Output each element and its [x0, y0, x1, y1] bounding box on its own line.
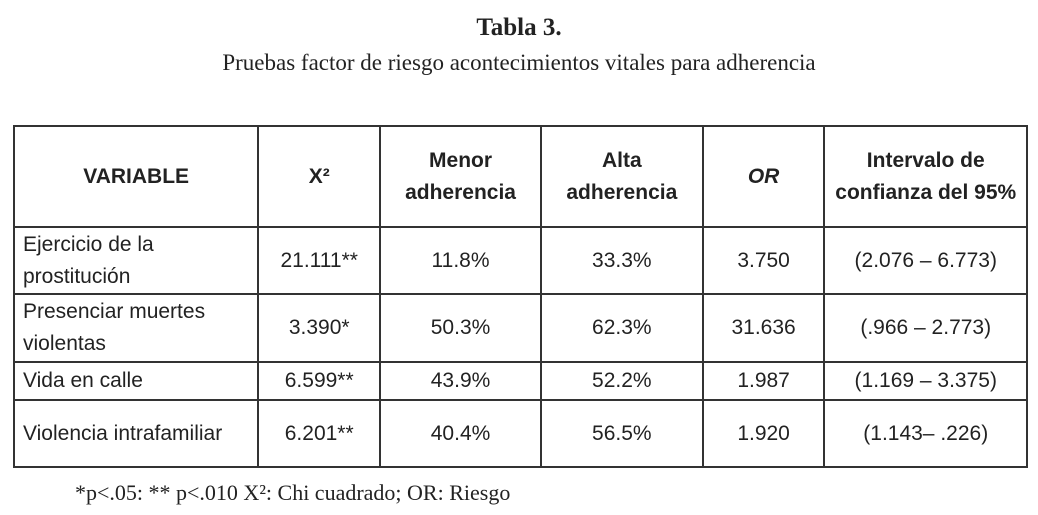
table-row: Ejercicio de la prostitución 21.111** 11.8…: [12, 226, 1028, 295]
table-cell: 3.390*: [257, 293, 382, 363]
table-cell: 62.3%: [539, 293, 704, 363]
header-cell: Menor adherencia: [379, 125, 542, 228]
table-cell: Presenciar muertes violentas: [12, 293, 260, 363]
subtitle: Pruebas factor de riesgo acontecimientos…: [222, 50, 816, 75]
table-cell: 40.4%: [379, 399, 542, 468]
title: Tabla 3.: [476, 14, 562, 41]
header-cell: Alta adherencia: [539, 125, 704, 228]
table-cell: Ejercicio de la prostitución: [12, 226, 260, 295]
table-body: Ejercicio de la prostitución 21.111** 11.8…: [12, 226, 1028, 468]
table-cell: (2.076 – 6.773): [823, 226, 1028, 295]
table-cell: Violencia intrafamiliar: [12, 399, 260, 468]
table-cell: (1.169 – 3.375): [823, 361, 1028, 401]
table-cell: 52.2%: [539, 361, 704, 401]
table-cell: 33.3%: [539, 226, 704, 295]
table-cell: 3.750: [701, 226, 826, 295]
table-cell: 56.5%: [539, 399, 704, 468]
table-cell: 43.9%: [379, 361, 542, 401]
table-cell: 31.636: [701, 293, 826, 363]
table-row: Violencia intrafamiliar 6.201** 40.4% 56.5%…: [12, 399, 1028, 468]
table-cell: 6.201**: [257, 399, 382, 468]
header-row: VARIABLE X² Menor adherencia Alta adherenci…: [12, 125, 1028, 228]
table-row: Presenciar muertes violentas 3.390* 50.3% 6…: [12, 293, 1028, 363]
table-cell: 6.599**: [257, 361, 382, 401]
header-cell: X²: [257, 125, 382, 228]
footnote: *p<.05: ** p<.010 X²: Chi cuadrado; OR: …: [75, 480, 511, 505]
table-cell: (1.143– .226): [823, 399, 1028, 468]
table-cell: 1.987: [701, 361, 826, 401]
table: VARIABLE X² Menor adherencia Alta adherenci…: [12, 125, 1028, 468]
header-cell: Intervalo de confianza del 95%: [823, 125, 1028, 228]
table-row: Vida en calle 6.599** 43.9% 52.2% 1.987 (1.16…: [12, 361, 1028, 401]
table-cell: Vida en calle: [12, 361, 260, 401]
table-cell: 50.3%: [379, 293, 542, 363]
table-cell: 21.111**: [257, 226, 382, 295]
table-cell: (.966 – 2.773): [823, 293, 1028, 363]
table-cell: 11.8%: [379, 226, 542, 295]
table-cell: 1.920: [701, 399, 826, 468]
header-cell: OR: [701, 125, 826, 228]
header-cell: VARIABLE: [12, 125, 260, 228]
